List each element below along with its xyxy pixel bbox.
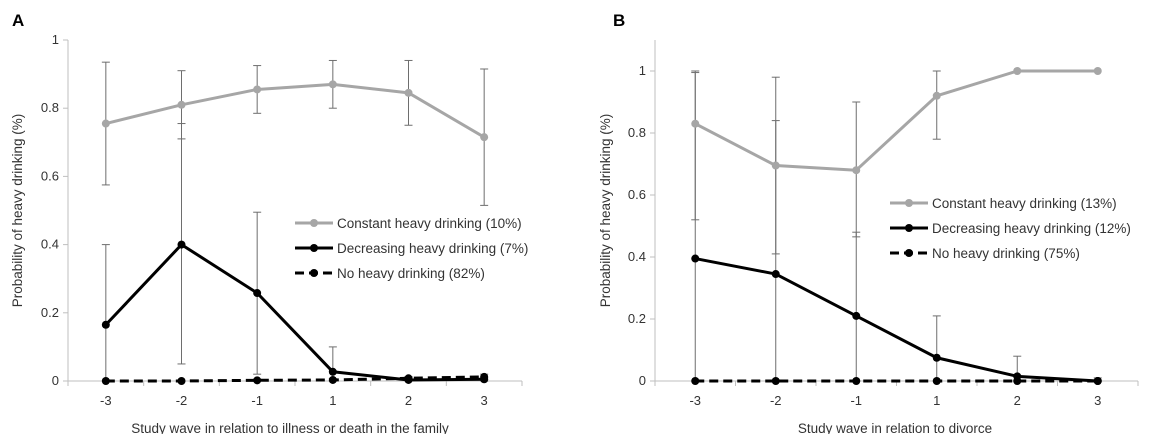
series-3-point bbox=[932, 377, 941, 385]
y-tick-label: 0.4 bbox=[41, 237, 59, 252]
series-1-point bbox=[101, 119, 110, 128]
y-tick-label: 1 bbox=[639, 63, 646, 78]
series-3-point bbox=[852, 377, 861, 385]
series-3-point bbox=[404, 374, 413, 383]
series-line-2 bbox=[104, 243, 485, 382]
series-3-point bbox=[691, 377, 700, 385]
series-2-point bbox=[101, 320, 110, 329]
y-tick-label: 0.8 bbox=[41, 100, 59, 115]
series-3-point bbox=[177, 377, 186, 385]
x-axis-title: Study wave in relation to illness or dea… bbox=[131, 421, 449, 434]
legend-marker-3 bbox=[905, 249, 913, 257]
x-tick-label: -2 bbox=[770, 393, 782, 408]
legend-marker-2 bbox=[905, 224, 913, 232]
series-2-point bbox=[328, 367, 337, 376]
x-axis-title: Study wave in relation to divorce bbox=[798, 421, 992, 434]
y-tick-label: 0.6 bbox=[41, 168, 59, 183]
legend-label-3: No heavy drinking (75%) bbox=[932, 246, 1080, 261]
chart-panel-a: A 0 0.2 0.4 0.6 0.8 1 -3 -2 -1 1 2 3 Study wave in re… bbox=[10, 11, 528, 434]
series-1-point bbox=[253, 85, 262, 94]
series-1-point bbox=[328, 80, 337, 89]
legend-label-2: Decreasing heavy drinking (7%) bbox=[337, 241, 528, 256]
y-tick-label: 0 bbox=[639, 373, 646, 388]
legend-label-1: Constant heavy drinking (10%) bbox=[337, 216, 522, 231]
x-tick-label: 2 bbox=[405, 393, 412, 408]
x-tick-label: -1 bbox=[251, 393, 263, 408]
series-1-point bbox=[852, 166, 861, 175]
y-tick-label: 1 bbox=[52, 32, 59, 47]
series-2-point bbox=[691, 254, 700, 263]
legend-label-1: Constant heavy drinking (13%) bbox=[932, 196, 1117, 211]
y-tick-label: 0.2 bbox=[41, 305, 59, 320]
legend-marker-3 bbox=[310, 269, 318, 277]
series-1-point bbox=[1093, 67, 1102, 75]
series-2-point bbox=[852, 311, 861, 320]
series-1-point bbox=[932, 91, 941, 100]
series-1-point bbox=[1013, 67, 1022, 75]
chart-panel-b: B 0 0.2 0.4 0.6 0.8 1 -3 -2 -1 1 2 3 Study wave in re… bbox=[598, 11, 1139, 434]
x-tick-label: -2 bbox=[176, 393, 188, 408]
series-line-3 bbox=[105, 375, 485, 383]
series-3-point bbox=[1013, 377, 1022, 385]
panel-label: B bbox=[613, 11, 625, 30]
series-2-point bbox=[932, 353, 941, 362]
series-line-2 bbox=[694, 257, 1098, 383]
series-3-point bbox=[1093, 377, 1102, 385]
series-3-point bbox=[771, 377, 780, 385]
legend-label-3: No heavy drinking (82%) bbox=[337, 266, 485, 281]
panel-label: A bbox=[12, 11, 24, 30]
legend-marker-2 bbox=[310, 244, 318, 252]
series-1-point bbox=[177, 100, 186, 109]
series-1-point bbox=[480, 133, 489, 142]
y-tick-label: 0 bbox=[52, 373, 59, 388]
legend-label-2: Decreasing heavy drinking (12%) bbox=[932, 221, 1131, 236]
y-tick-label: 0.4 bbox=[628, 249, 646, 264]
series-2-point bbox=[177, 240, 186, 249]
legend-marker-1 bbox=[310, 219, 318, 227]
series-3-point bbox=[253, 376, 262, 385]
x-tick-label: 3 bbox=[481, 393, 488, 408]
y-axis-title: Probability of heavy drinking (%) bbox=[598, 114, 613, 308]
series-3-point bbox=[101, 377, 110, 385]
x-tick-label: -1 bbox=[850, 393, 862, 408]
series-1-point bbox=[771, 161, 780, 170]
y-axis-title: Probability of heavy drinking (%) bbox=[10, 114, 25, 308]
series-1-point bbox=[404, 88, 413, 97]
x-tick-label: -3 bbox=[100, 393, 112, 408]
x-tick-label: -3 bbox=[689, 393, 701, 408]
x-tick-label: 3 bbox=[1094, 393, 1101, 408]
series-line-1 bbox=[694, 69, 1098, 172]
x-tick-label: 1 bbox=[329, 393, 336, 408]
x-tick-label: 2 bbox=[1014, 393, 1021, 408]
legend-marker-1 bbox=[905, 199, 913, 207]
series-line-1 bbox=[105, 82, 485, 139]
series-1-point bbox=[691, 119, 700, 128]
series-2-point bbox=[771, 270, 780, 279]
y-tick-label: 0.6 bbox=[628, 187, 646, 202]
series-2-point bbox=[253, 289, 262, 298]
y-tick-label: 0.8 bbox=[628, 125, 646, 140]
series-3-point bbox=[480, 372, 489, 381]
y-tick-label: 0.2 bbox=[628, 311, 646, 326]
series-3-point bbox=[328, 375, 337, 384]
x-tick-label: 1 bbox=[933, 393, 940, 408]
